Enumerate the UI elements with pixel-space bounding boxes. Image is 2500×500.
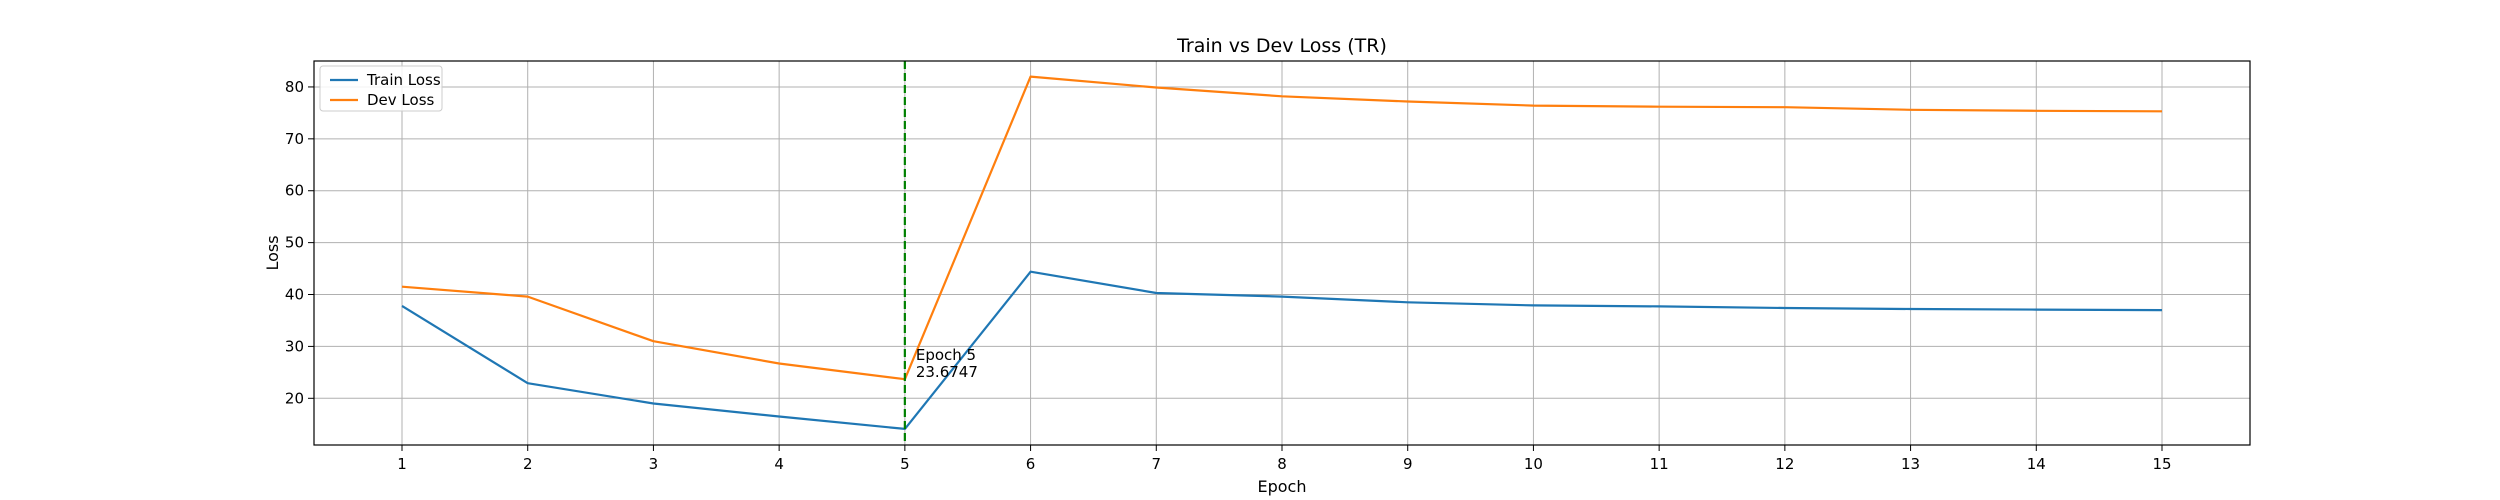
annotation-value: 23.6747 [916, 363, 978, 381]
x-tick-label: 14 [2027, 455, 2046, 473]
x-tick-label: 2 [523, 455, 533, 473]
y-tick-label: 50 [285, 234, 304, 252]
x-axis-label: Epoch [1258, 477, 1307, 496]
y-axis-ticks: 20 30 40 50 60 70 80 [285, 78, 314, 407]
grid [314, 61, 2250, 445]
legend: Train Loss Dev Loss [319, 65, 443, 112]
x-tick-label: 7 [1152, 455, 1162, 473]
x-tick-label: 6 [1026, 455, 1036, 473]
series-layer [401, 75, 2163, 430]
x-tick-label: 13 [1901, 455, 1920, 473]
y-tick-label: 80 [285, 78, 304, 96]
chart-title: Train vs Dev Loss (TR) [1176, 35, 1387, 57]
x-tick-label: 8 [1277, 455, 1287, 473]
annotation: Epoch 5 23.6747 [916, 346, 978, 381]
x-tick-label: 9 [1403, 455, 1413, 473]
y-tick-label: 20 [285, 389, 304, 407]
y-tick-label: 40 [285, 286, 304, 304]
x-tick-label: 10 [1524, 455, 1543, 473]
legend-label: Train Loss [366, 71, 441, 89]
series-line-dev [401, 75, 2163, 381]
x-axis-ticks: 1 2 3 4 5 6 7 8 9 10 11 12 13 14 15 [397, 445, 2172, 473]
x-tick-label: 12 [1775, 455, 1794, 473]
y-axis-label: Loss [263, 235, 282, 270]
y-tick-label: 30 [285, 337, 304, 355]
x-tick-label: 4 [774, 455, 784, 473]
x-tick-label: 5 [900, 455, 910, 473]
y-tick-label: 70 [285, 130, 304, 148]
x-tick-label: 15 [2152, 455, 2171, 473]
x-tick-label: 1 [397, 455, 407, 473]
x-tick-label: 11 [1650, 455, 1669, 473]
annotation-epoch: Epoch 5 [916, 346, 976, 364]
legend-label: Dev Loss [367, 91, 435, 109]
y-tick-label: 60 [285, 182, 304, 200]
x-tick-label: 3 [649, 455, 659, 473]
series-line-train [401, 270, 2163, 430]
